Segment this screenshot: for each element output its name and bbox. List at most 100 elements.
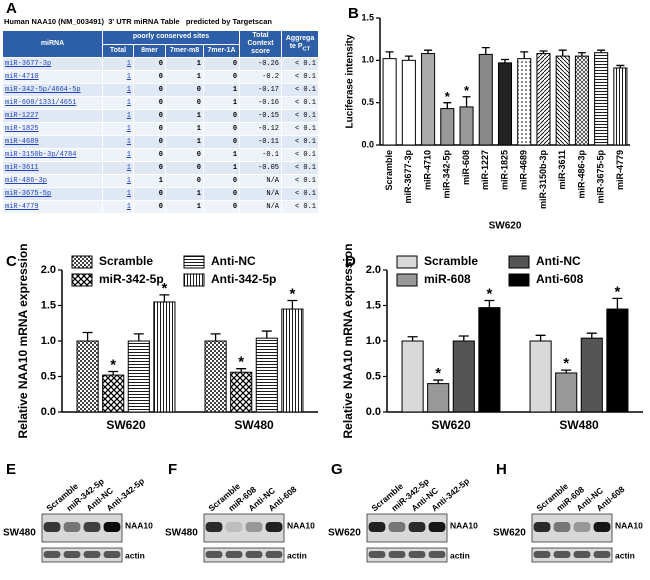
table-cell[interactable]: 1 <box>102 135 134 149</box>
cell-line-label: SW620 <box>328 528 361 539</box>
table-cell: 1 <box>202 161 241 175</box>
band-label: NAA10 <box>287 520 315 530</box>
band-label: NAA10 <box>450 520 478 530</box>
mirna-link[interactable]: miR-3677-3p <box>2 57 103 71</box>
error-bar <box>577 52 586 57</box>
x-tick-label: Scramble <box>384 150 394 191</box>
mirna-link[interactable]: miR-4779 <box>2 200 103 214</box>
y-tick-label: 1.0 <box>41 335 56 347</box>
legend-swatch <box>71 255 93 269</box>
bar <box>606 308 629 413</box>
error-bar <box>462 96 471 107</box>
legend-label: Anti-342-5p <box>211 272 276 286</box>
header-cell: miRNA <box>2 30 103 58</box>
y-tick-label: 0.5 <box>41 370 56 382</box>
table-cell: -0.12 <box>239 122 283 136</box>
significance-star: * <box>435 365 441 382</box>
bar <box>382 58 397 146</box>
table-cell: 0 <box>202 70 241 84</box>
bar <box>204 340 227 413</box>
header-cell: poorly conserved sites <box>101 30 241 45</box>
protein-band <box>265 551 283 558</box>
bar <box>574 55 589 146</box>
table-cell: < 0.1 <box>281 174 320 188</box>
mirna-link[interactable]: miR-342-5p/4664-5p <box>2 83 103 97</box>
table-cell[interactable]: 1 <box>102 161 134 175</box>
bar <box>580 337 603 413</box>
error-bar <box>539 50 548 54</box>
panel-letter: E <box>6 461 16 478</box>
error-bar <box>385 51 394 59</box>
cell-line-label: SW480 <box>3 528 36 539</box>
y-tick-label: 1.0 <box>366 335 381 347</box>
bar <box>401 59 416 146</box>
error-bar <box>481 46 490 55</box>
error-bar <box>561 369 572 373</box>
mirna-table: miRNA poorly conserved sites Total Conte… <box>2 30 320 214</box>
legend-label: Anti-NC <box>536 254 581 268</box>
header-text: Aggrega te P <box>285 34 315 50</box>
error-bar <box>443 102 452 109</box>
table-cell: -0.2 <box>239 70 283 84</box>
x-tick-label: SW480 <box>234 418 274 432</box>
error-bar <box>210 333 221 341</box>
legend-label: Scramble <box>99 254 153 268</box>
protein-band <box>83 551 101 558</box>
header-cell: Total <box>102 43 134 58</box>
y-tick-label: 2.0 <box>366 264 381 276</box>
protein-band <box>368 551 386 558</box>
error-bar <box>82 331 93 341</box>
table-cell[interactable]: 1 <box>102 200 134 214</box>
table-cell[interactable]: 1 <box>102 109 134 123</box>
protein-band <box>63 522 81 532</box>
band-label: actin <box>450 550 470 560</box>
bar <box>536 53 551 146</box>
table-cell[interactable]: 1 <box>102 83 134 97</box>
mirna-link[interactable]: miR-3150b-3p/4784 <box>2 148 103 162</box>
table-cell: 1 <box>202 148 241 162</box>
legend-swatch <box>396 255 418 269</box>
mirna-link[interactable]: miR-3675-5p <box>2 187 103 201</box>
error-bar <box>458 335 469 341</box>
x-axis-title: SW620 <box>489 221 522 232</box>
legend-swatch <box>183 273 205 287</box>
mirna-link[interactable]: miR-4689 <box>2 135 103 149</box>
significance-star: * <box>161 280 167 297</box>
significance-star: * <box>238 354 244 371</box>
table-cell: 1 <box>165 70 204 84</box>
table-cell: 1 <box>165 122 204 136</box>
protein-band <box>103 551 121 558</box>
bar <box>401 340 424 413</box>
table-row: miR-342-5p/4664-5p 1 0 0 1 -0.17 < 0.1 <box>2 83 320 97</box>
bar <box>613 67 628 146</box>
protein-band <box>103 522 121 532</box>
bar <box>497 62 513 146</box>
panel-letter: D <box>345 253 356 270</box>
y-tick-label: 2.0 <box>41 264 56 276</box>
panel-a: A Human NAA10 (NM_003491) 3' UTR miRNA T… <box>0 0 320 240</box>
blot-membrane <box>366 547 448 563</box>
table-cell[interactable]: 1 <box>102 122 134 136</box>
y-axis-title: Luciferase intensity <box>345 34 356 128</box>
mirna-link[interactable]: miR-608/1331/4651 <box>2 96 103 110</box>
bar <box>76 340 99 413</box>
panel-letter: F <box>168 461 177 478</box>
x-tick-label: miR-4779 <box>615 150 625 190</box>
legend-swatch <box>508 273 530 287</box>
error-bar <box>261 330 272 339</box>
table-cell: < 0.1 <box>281 109 320 123</box>
bar <box>517 58 532 146</box>
table-cell[interactable]: 1 <box>102 174 134 188</box>
mirna-link[interactable]: miR-486-3p <box>2 174 103 188</box>
protein-band <box>245 522 263 532</box>
x-tick-label: miR-3611 <box>557 150 567 190</box>
bar <box>478 307 501 413</box>
legend-swatch <box>71 273 93 287</box>
legend-swatch <box>183 255 205 269</box>
table-cell[interactable]: 1 <box>102 187 134 201</box>
error-bar <box>133 333 144 341</box>
mirna-link[interactable]: miR-1825 <box>2 122 103 136</box>
legend-label: Anti-NC <box>211 254 256 268</box>
protein-band <box>63 551 81 558</box>
